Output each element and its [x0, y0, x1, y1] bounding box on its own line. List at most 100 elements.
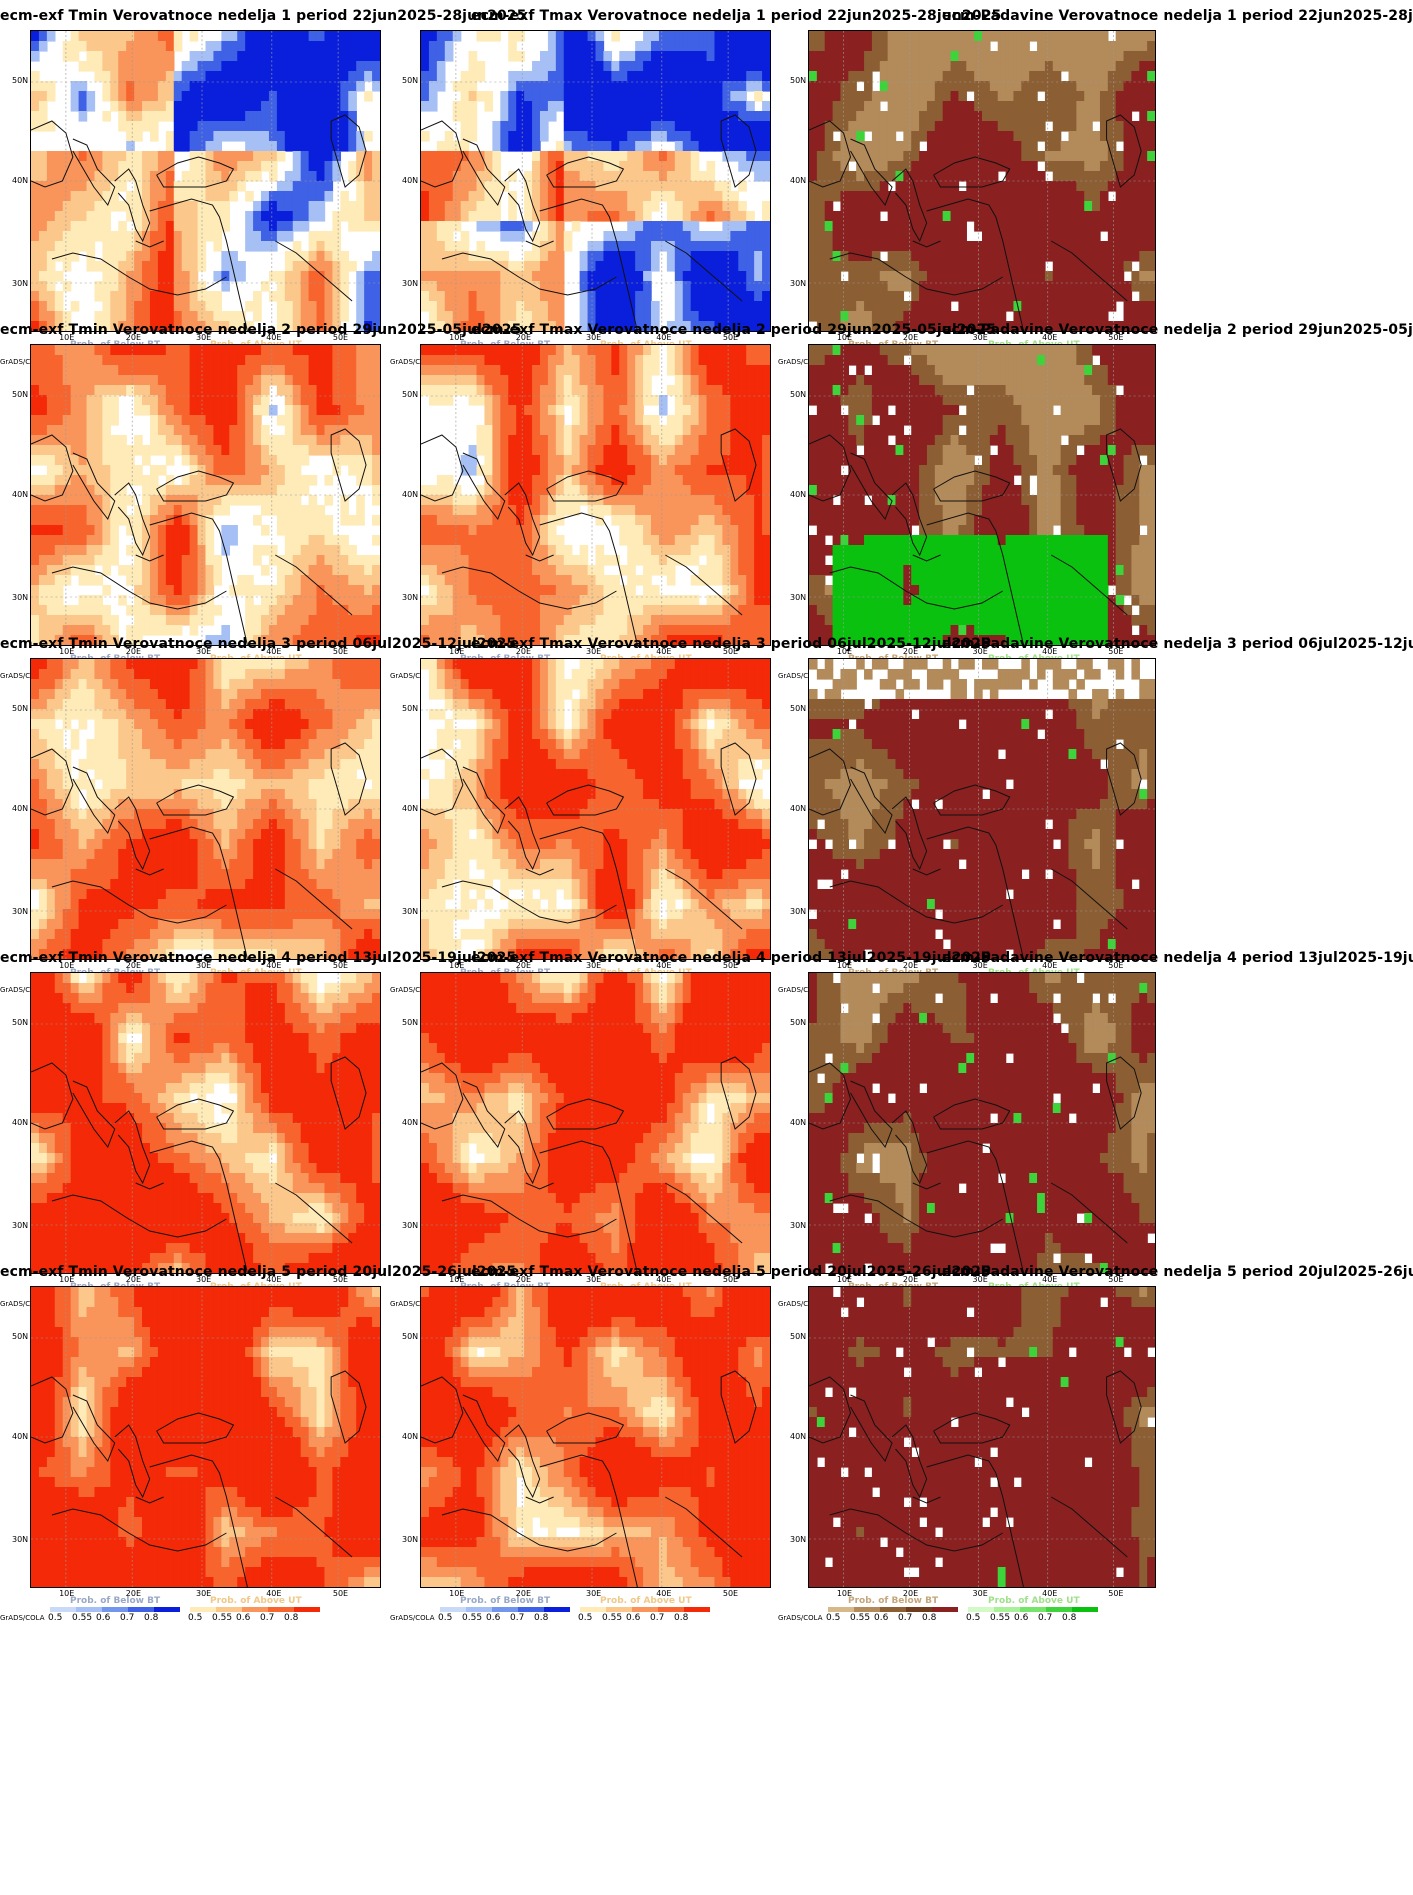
coastline — [463, 767, 505, 833]
coastline — [665, 1497, 742, 1557]
country-border — [101, 689, 122, 779]
country-border — [101, 1003, 122, 1093]
coastline — [157, 1099, 234, 1129]
panel-tmax-week-2: ecm-exf Tmax Verovatnoce nedelja 2 perio… — [390, 314, 996, 693]
panel-title: ecm-exf Tmin Verovatnoce nedelja 4 perio… — [0, 950, 517, 966]
country-border — [1037, 67, 1099, 241]
latitude-label: 40N — [12, 1118, 29, 1127]
legend-tick: 0.6 — [486, 1613, 501, 1623]
longitude-label: 10E — [449, 1589, 465, 1598]
country-border — [651, 1323, 714, 1497]
country-border — [240, 1497, 289, 1545]
country-border — [693, 1407, 721, 1425]
grads-credit: GrADS/COLA — [778, 1614, 823, 1622]
coastline — [547, 785, 624, 815]
longitude-label: 40E — [1042, 961, 1058, 970]
latitude-label: 50N — [12, 704, 29, 714]
longitude-label: 10E — [59, 961, 75, 970]
country-border — [80, 271, 94, 319]
map-canvas — [31, 1287, 380, 1587]
coastline — [913, 1497, 941, 1503]
longitude-label: 50E — [1108, 961, 1124, 970]
country-border — [233, 205, 310, 229]
country-border — [303, 151, 331, 169]
coastline — [31, 1377, 73, 1443]
country-border — [491, 1003, 512, 1093]
coastline — [505, 169, 540, 241]
coastline — [31, 1063, 73, 1129]
coastline — [421, 121, 463, 187]
country-border — [561, 863, 589, 947]
coastline — [721, 115, 756, 187]
coastline — [115, 1111, 150, 1183]
country-border — [206, 375, 220, 471]
coastline — [331, 115, 366, 187]
coastline — [830, 567, 1003, 609]
country-border — [470, 585, 484, 633]
legend-below-bar — [50, 1607, 180, 1612]
country-border — [233, 1461, 310, 1485]
latitude-label: 30N — [12, 592, 29, 602]
grads-credit: GrADS/COLA — [0, 1300, 45, 1308]
map-canvas — [809, 1287, 1155, 1587]
grads-credit: GrADS/COLA — [0, 672, 45, 680]
latitude-label: 30N — [790, 592, 807, 602]
longitude-label: 50E — [332, 333, 349, 342]
map-canvas — [809, 659, 1155, 959]
longitude-label: 30E — [195, 333, 212, 342]
legend-swatch — [492, 1607, 518, 1612]
country-border — [171, 235, 199, 319]
coastline — [275, 1183, 352, 1243]
country-border — [261, 381, 324, 555]
legend-tick: 0.55 — [850, 1613, 871, 1623]
legend-tick: 0.6 — [236, 1613, 251, 1623]
legend-swatch — [580, 1607, 606, 1612]
coastline — [331, 1057, 366, 1129]
country-border — [878, 1003, 899, 1093]
longitude-label: 40E — [656, 647, 672, 656]
panel-title: ecm-exf Tmin Verovatnoce nedelja 5 perio… — [0, 1264, 517, 1280]
map-canvas — [421, 1287, 770, 1587]
country-border — [623, 1461, 700, 1485]
country-border — [857, 585, 871, 633]
country-border — [947, 1491, 975, 1575]
coastline — [526, 241, 554, 247]
legend-tick: 0.8 — [674, 1613, 689, 1623]
longitude-label: 40E — [656, 961, 672, 970]
coastline — [115, 797, 150, 869]
country-border — [651, 695, 714, 869]
coastline — [809, 1063, 851, 1129]
latitude-label: 40N — [12, 176, 29, 185]
coastline — [421, 435, 463, 501]
coastline — [851, 453, 893, 519]
country-border — [927, 1323, 941, 1413]
latitude-label: 30N — [402, 278, 419, 288]
country-border — [470, 1527, 484, 1575]
coastline — [442, 567, 617, 609]
longitude-label: 20E — [515, 1589, 532, 1598]
coastline — [851, 1395, 893, 1461]
coastline — [1107, 429, 1142, 501]
longitude-label: 30E — [195, 961, 212, 970]
longitude-label: 40E — [656, 1589, 672, 1598]
probability-map — [30, 658, 381, 960]
legend-swatch — [154, 1607, 180, 1612]
country-border — [878, 61, 899, 151]
coastline — [157, 471, 234, 501]
coastline — [892, 483, 927, 555]
latitude-label: 50N — [402, 76, 419, 86]
country-border — [1017, 555, 1065, 603]
latitude-label: 30N — [402, 1534, 419, 1544]
country-border — [150, 67, 164, 157]
coastline — [52, 1195, 227, 1237]
coastline — [331, 1371, 366, 1443]
latitude-label: 40N — [12, 804, 29, 813]
longitude-label: 30E — [972, 1275, 988, 1284]
latitude-label: 30N — [12, 1534, 29, 1544]
coastline — [275, 1497, 352, 1557]
longitude-label: 30E — [585, 333, 602, 342]
country-border — [303, 1407, 331, 1425]
country-border — [80, 899, 94, 947]
longitude-label: 30E — [972, 647, 988, 656]
country-border — [982, 1317, 996, 1413]
